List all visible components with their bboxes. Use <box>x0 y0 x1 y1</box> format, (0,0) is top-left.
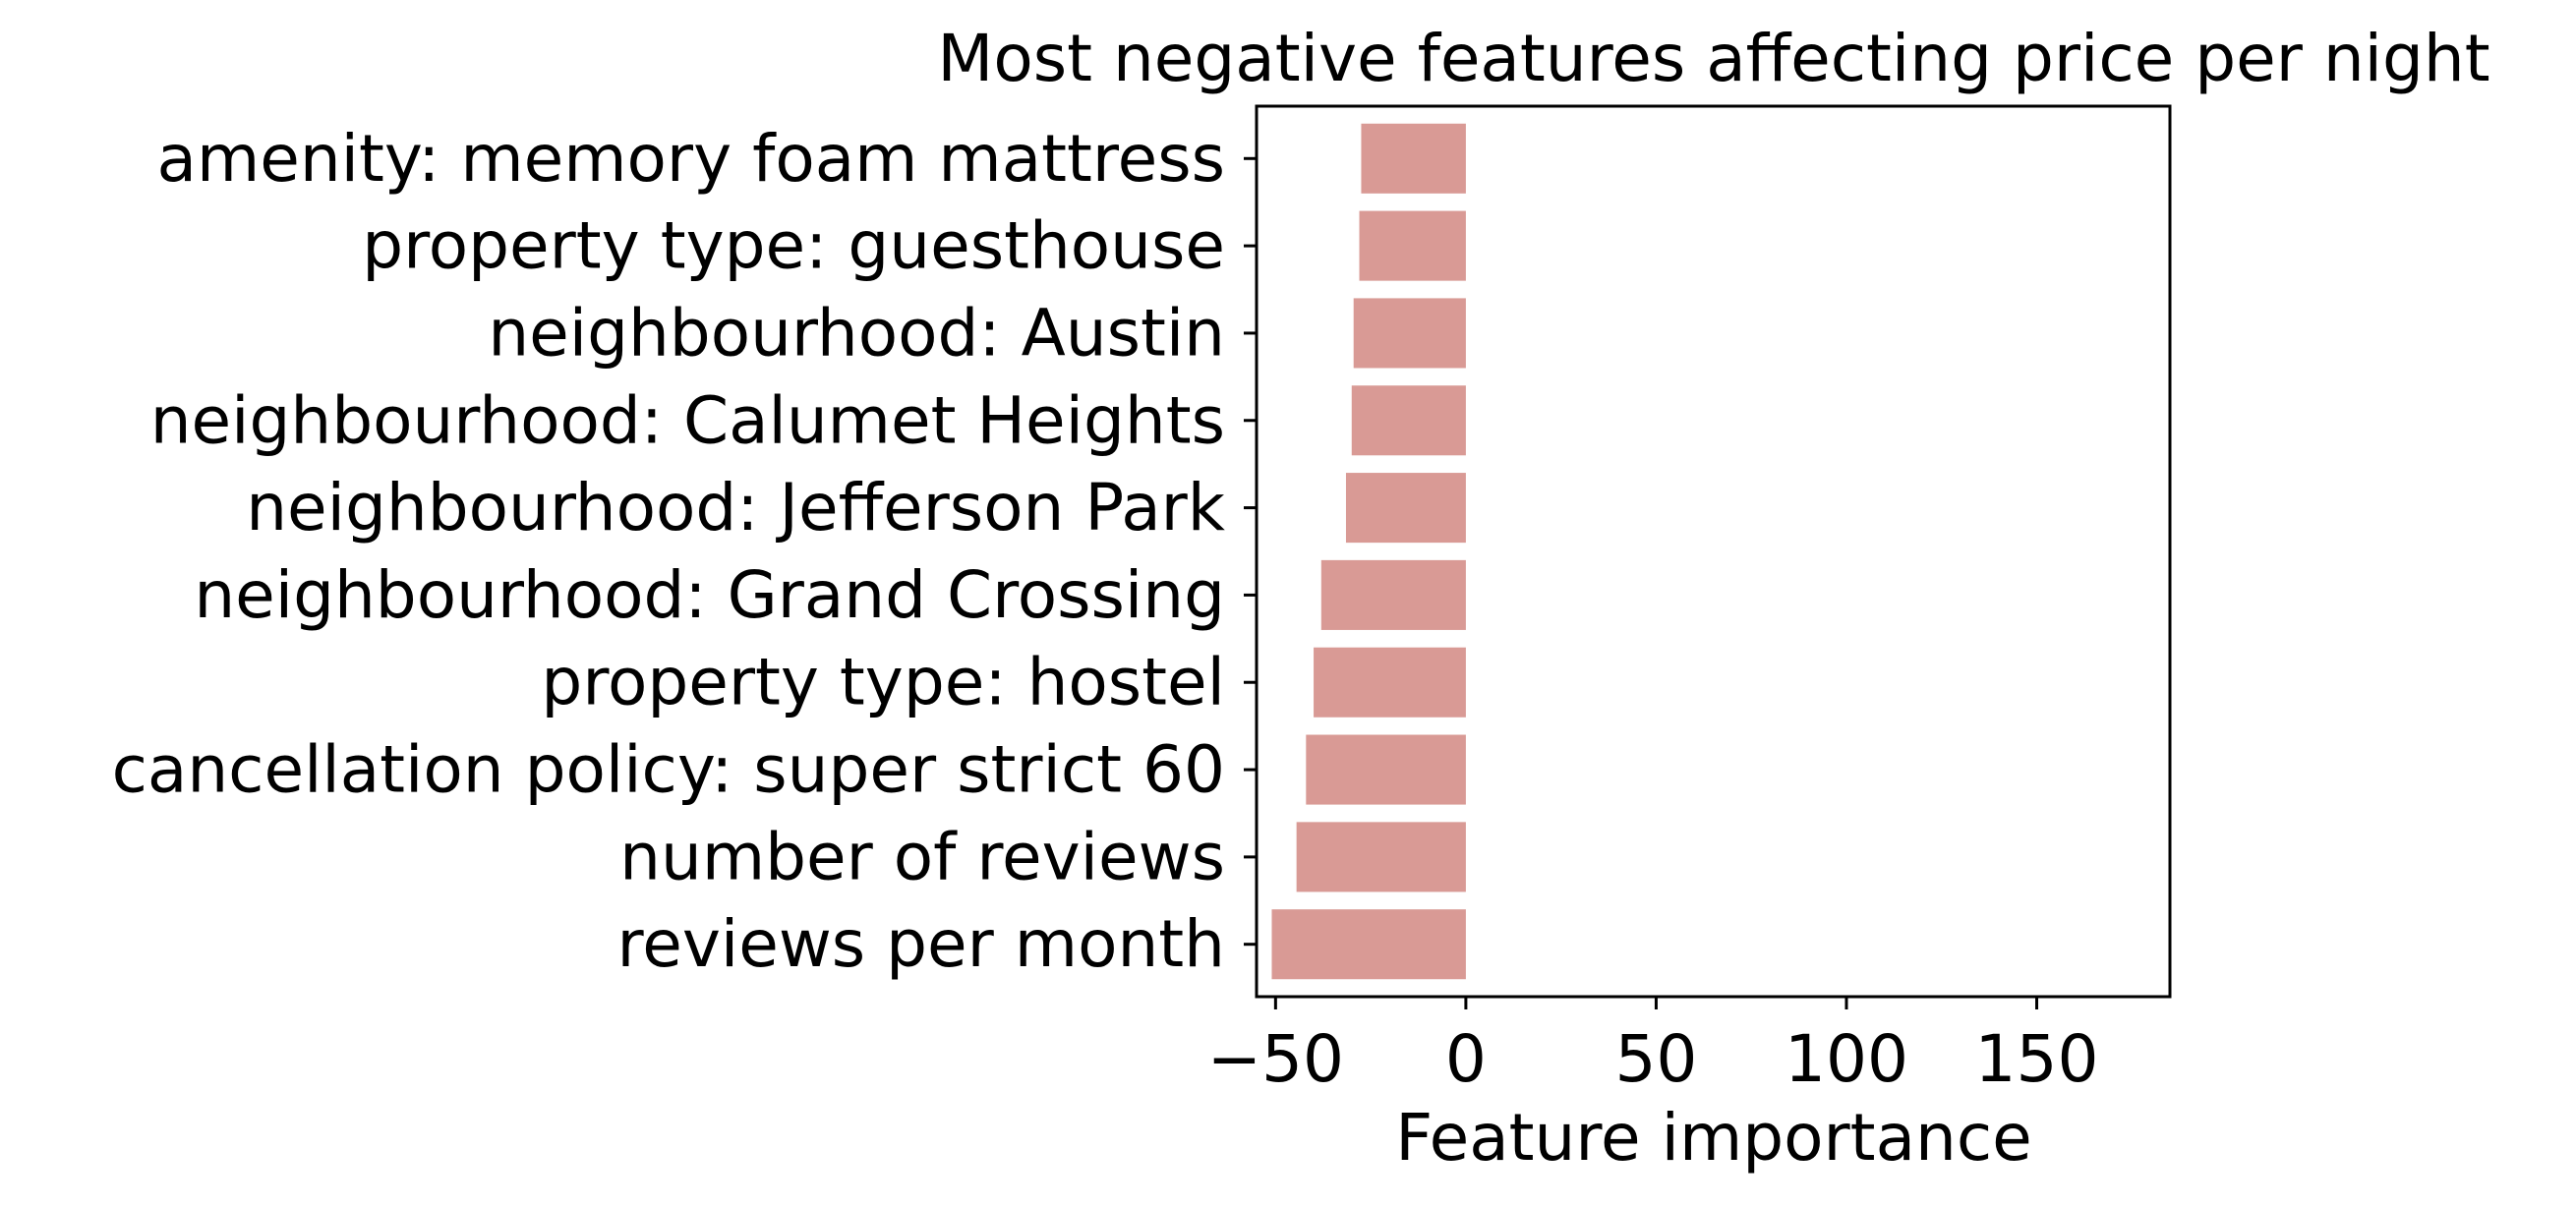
category-label: cancellation policy: super strict 60 <box>112 732 1225 808</box>
category-label: neighbourhood: Jefferson Park <box>246 470 1226 546</box>
category-label: neighbourhood: Grand Crossing <box>194 557 1225 633</box>
category-label: neighbourhood: Calumet Heights <box>150 382 1225 458</box>
bars-group <box>1271 123 1466 980</box>
bar <box>1320 559 1466 630</box>
bar <box>1351 385 1466 456</box>
category-label: number of reviews <box>619 819 1225 894</box>
category-labels: amenity: memory foam mattress property ty… <box>112 121 1226 982</box>
bar <box>1345 473 1466 544</box>
x-tick-label: 0 <box>1445 1021 1487 1097</box>
bar <box>1314 647 1466 718</box>
bar <box>1353 298 1466 369</box>
x-tick-label: 150 <box>1975 1021 2099 1097</box>
bar <box>1271 909 1466 980</box>
category-label: property type: hostel <box>541 645 1225 720</box>
category-label: neighbourhood: Austin <box>488 295 1225 371</box>
x-tick-label: −50 <box>1207 1021 1344 1097</box>
category-label: amenity: memory foam mattress <box>157 121 1226 197</box>
bar <box>1296 822 1466 892</box>
y-tick-marks <box>1244 156 1257 947</box>
category-label: reviews per month <box>617 906 1225 982</box>
x-tick-label: 50 <box>1614 1021 1697 1097</box>
bar <box>1306 734 1466 805</box>
bar <box>1359 210 1466 281</box>
x-axis-label: Feature importance <box>1395 1100 2031 1176</box>
x-tick-label: 100 <box>1785 1021 1908 1097</box>
category-label: property type: guesthouse <box>362 208 1225 284</box>
x-ticks: −50 0 50 100 150 <box>1207 997 2099 1097</box>
bar <box>1361 123 1466 194</box>
plot-frame <box>1255 104 2172 999</box>
chart-title: Most negative features affecting price p… <box>937 21 2489 96</box>
